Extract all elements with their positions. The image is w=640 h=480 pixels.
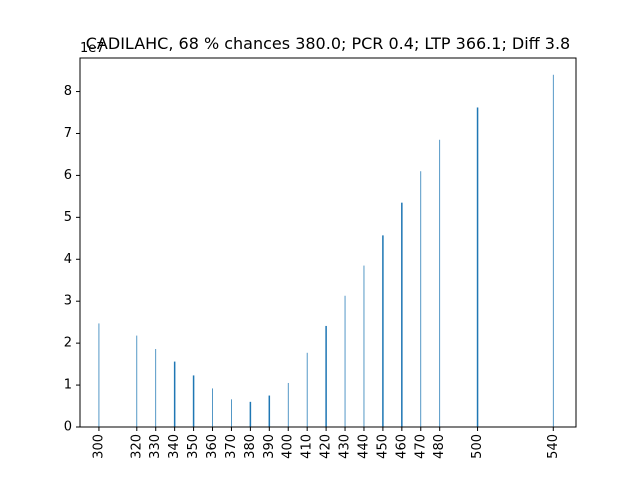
- bar-540: [552, 74, 554, 427]
- bar-410: [306, 352, 308, 427]
- bar-460: [401, 202, 403, 427]
- bar-480: [439, 139, 441, 428]
- bar-500: [476, 107, 479, 427]
- bar-390: [268, 395, 271, 427]
- chart-title: CADILAHC, 68 % chances 380.0; PCR 0.4; L…: [86, 34, 570, 53]
- y-tick-label: 0: [64, 420, 72, 435]
- y-tick-label: 1: [64, 378, 72, 393]
- bar-360: [212, 388, 213, 427]
- x-tick-label: 430: [338, 434, 353, 459]
- x-tick-label: 340: [167, 434, 182, 459]
- x-tick-label: 540: [546, 434, 561, 459]
- x-tick-label: 440: [356, 434, 371, 459]
- bar-420: [325, 325, 327, 427]
- y-tick-label: 2: [64, 336, 72, 351]
- y-axis-offset-label: 1e7: [80, 41, 105, 56]
- x-tick-label: 380: [243, 434, 258, 459]
- bar-300: [98, 323, 100, 427]
- x-axis: 300 320 330 340 350 360 370 380 390 400 410 420 430 4…: [91, 427, 561, 459]
- y-tick-label: 7: [64, 126, 72, 141]
- bar-440: [363, 265, 365, 427]
- bar-450: [382, 235, 384, 427]
- x-tick-label: 420: [319, 434, 334, 459]
- bar-430: [344, 295, 346, 427]
- x-tick-label: 460: [394, 434, 409, 459]
- x-tick-label: 330: [148, 434, 163, 459]
- y-tick-label: 5: [64, 210, 72, 225]
- x-tick-label: 500: [470, 434, 485, 459]
- x-tick-label: 300: [91, 434, 106, 459]
- bar-380: [249, 401, 252, 427]
- bar-340: [173, 361, 176, 427]
- x-tick-label: 360: [205, 434, 220, 459]
- bar-350: [192, 375, 195, 427]
- bars-group: [98, 74, 554, 428]
- bar-320: [136, 335, 138, 427]
- x-tick-label: 410: [300, 434, 315, 459]
- x-tick-label: 320: [129, 434, 144, 459]
- x-tick-label: 470: [413, 434, 428, 459]
- x-tick-label: 370: [224, 434, 239, 459]
- x-tick-label: 350: [186, 434, 201, 459]
- bar-470: [420, 171, 422, 427]
- x-tick-label: 390: [262, 434, 277, 459]
- y-tick-label: 8: [64, 84, 72, 99]
- y-axis: 0 1 2 3 4 5 6 7 8: [64, 84, 80, 435]
- y-tick-label: 4: [64, 252, 72, 267]
- plot-frame: [79, 57, 577, 428]
- y-tick-label: 6: [64, 168, 72, 183]
- x-tick-label: 450: [375, 434, 390, 459]
- bar-330: [155, 349, 157, 427]
- x-tick-label: 480: [432, 434, 447, 459]
- bar-400: [287, 382, 289, 427]
- y-tick-label: 3: [64, 294, 72, 309]
- bar-370: [231, 399, 232, 427]
- x-tick-label: 400: [281, 434, 296, 459]
